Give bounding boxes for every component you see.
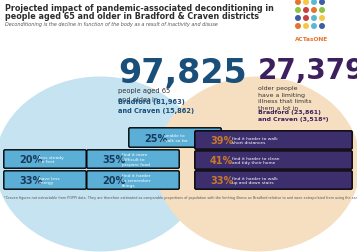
Circle shape — [319, 0, 325, 6]
Text: 97,825: 97,825 — [118, 57, 247, 90]
Circle shape — [311, 0, 317, 6]
Text: find it harder to walk
short distances: find it harder to walk short distances — [232, 136, 278, 145]
Text: older people
have a limiting
illness that limits
them a lot in: older people have a limiting illness tha… — [258, 86, 312, 110]
Text: have less
energy: have less energy — [39, 176, 60, 185]
Circle shape — [295, 24, 301, 30]
FancyBboxPatch shape — [195, 131, 352, 150]
Text: ACTasONE: ACTasONE — [295, 37, 329, 42]
Circle shape — [303, 24, 309, 30]
Text: 20%: 20% — [19, 154, 42, 164]
Circle shape — [303, 0, 309, 6]
Text: 41%: 41% — [210, 155, 233, 165]
Text: unable to
walk so far: unable to walk so far — [164, 134, 188, 142]
Circle shape — [319, 24, 325, 30]
Text: 25%: 25% — [144, 133, 167, 143]
FancyBboxPatch shape — [87, 150, 179, 169]
Bar — [0, 0, 357, 52]
Text: find it harder
to remember
things: find it harder to remember things — [122, 174, 151, 187]
Circle shape — [303, 8, 309, 14]
Circle shape — [311, 24, 317, 30]
FancyBboxPatch shape — [4, 150, 86, 169]
Circle shape — [295, 16, 301, 22]
Text: *Craven figures not extractable from POPPI data. They are therefore estimated as: *Craven figures not extractable from POP… — [4, 195, 357, 199]
Text: Projected impact of pandemic-associated deconditioning in: Projected impact of pandemic-associated … — [5, 4, 274, 13]
FancyBboxPatch shape — [195, 151, 352, 170]
Text: 20%: 20% — [102, 175, 125, 185]
Circle shape — [295, 0, 301, 6]
Text: 33%: 33% — [210, 175, 233, 185]
Text: 39%: 39% — [210, 136, 233, 145]
Circle shape — [319, 8, 325, 14]
FancyBboxPatch shape — [195, 171, 352, 190]
Text: Deconditioning is the decline in function of the body as a result of inactivity : Deconditioning is the decline in functio… — [5, 22, 218, 27]
Circle shape — [311, 8, 317, 14]
FancyBboxPatch shape — [129, 128, 221, 148]
Text: find it harder to walk
up and down stairs: find it harder to walk up and down stair… — [232, 176, 278, 185]
Circle shape — [295, 8, 301, 14]
Ellipse shape — [156, 77, 357, 251]
Text: find it harder to clean
and tidy their home: find it harder to clean and tidy their h… — [232, 156, 280, 165]
Text: Bradford (81,963)
and Craven (15,862): Bradford (81,963) and Craven (15,862) — [118, 99, 194, 114]
Text: Bradford (23,861)
and Craven (3,518*): Bradford (23,861) and Craven (3,518*) — [258, 110, 328, 121]
Text: people aged 65
and older in: people aged 65 and older in — [118, 88, 170, 102]
Text: find it more
difficult to
prepare food: find it more difficult to prepare food — [122, 153, 150, 166]
Circle shape — [311, 16, 317, 22]
Ellipse shape — [0, 77, 205, 251]
Text: 27,379*: 27,379* — [258, 57, 357, 85]
Circle shape — [303, 16, 309, 22]
Text: 33%: 33% — [19, 175, 42, 185]
Text: people aged 65 and older in Bradford & Craven districts: people aged 65 and older in Bradford & C… — [5, 12, 259, 21]
FancyBboxPatch shape — [4, 171, 86, 190]
Text: less steady
on feet: less steady on feet — [39, 155, 64, 164]
Text: 35%: 35% — [102, 154, 125, 164]
FancyBboxPatch shape — [87, 171, 179, 190]
Circle shape — [319, 16, 325, 22]
